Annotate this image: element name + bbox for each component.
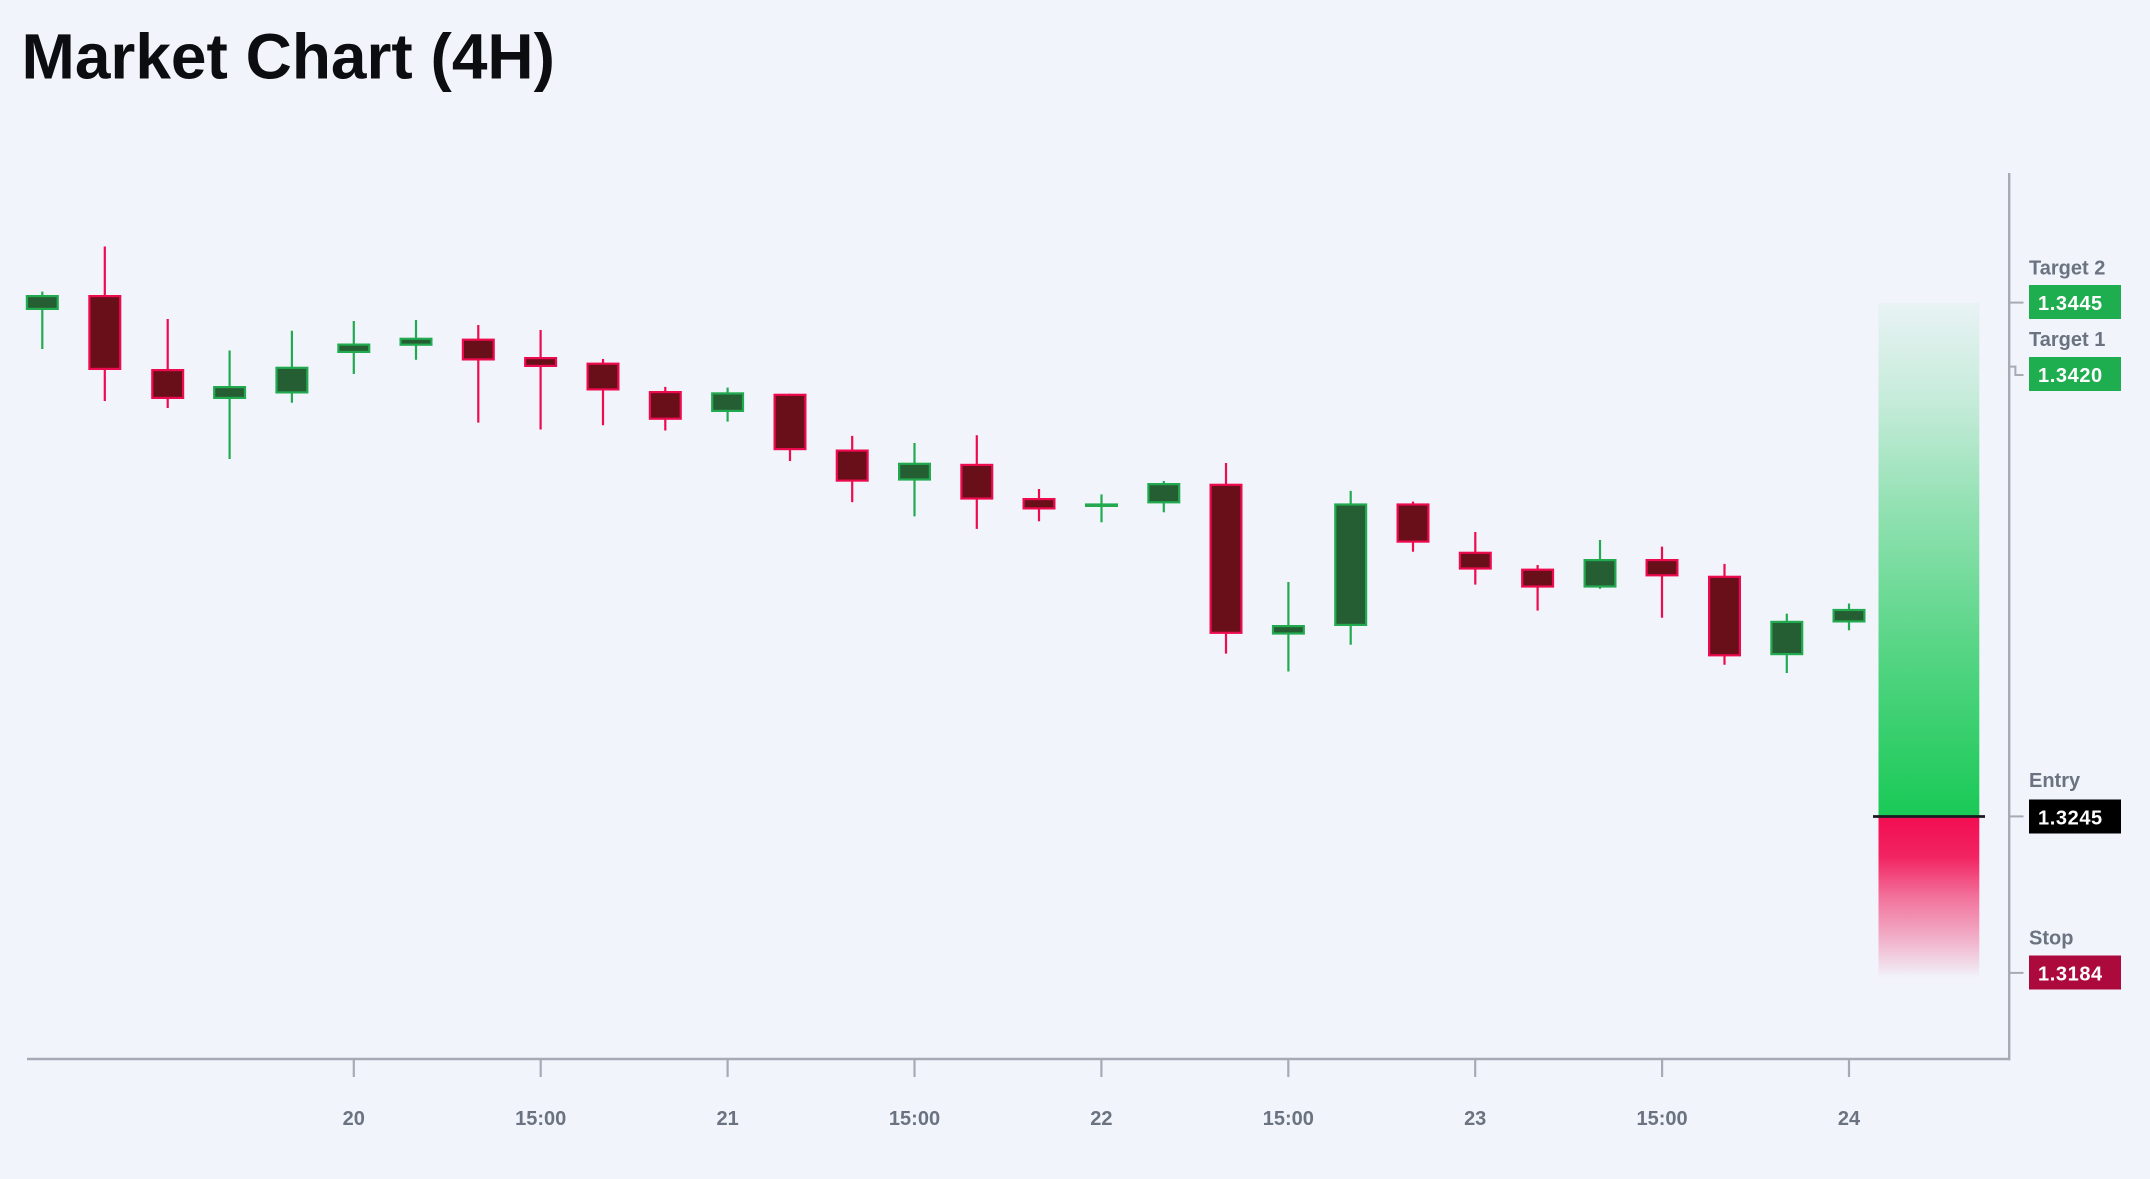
svg-text:1.3184: 1.3184 <box>2038 964 2103 986</box>
svg-text:21: 21 <box>716 1108 738 1130</box>
svg-text:1.3420: 1.3420 <box>2038 365 2103 387</box>
svg-text:15:00: 15:00 <box>889 1108 940 1130</box>
svg-text:Entry: Entry <box>2029 770 2081 792</box>
svg-text:24: 24 <box>1838 1108 1861 1130</box>
svg-text:Stop: Stop <box>2029 928 2073 950</box>
svg-text:23: 23 <box>1464 1108 1486 1130</box>
svg-text:20: 20 <box>343 1108 365 1130</box>
svg-text:1.3445: 1.3445 <box>2038 293 2103 315</box>
svg-text:22: 22 <box>1090 1108 1112 1130</box>
svg-text:15:00: 15:00 <box>515 1108 566 1130</box>
svg-text:Target 1: Target 1 <box>2029 329 2105 351</box>
svg-text:Market Chart (4H): Market Chart (4H) <box>22 21 555 93</box>
svg-text:Target 2: Target 2 <box>2029 258 2105 280</box>
svg-text:15:00: 15:00 <box>1637 1108 1688 1130</box>
svg-text:1.3245: 1.3245 <box>2038 808 2103 830</box>
svg-text:15:00: 15:00 <box>1263 1108 1314 1130</box>
